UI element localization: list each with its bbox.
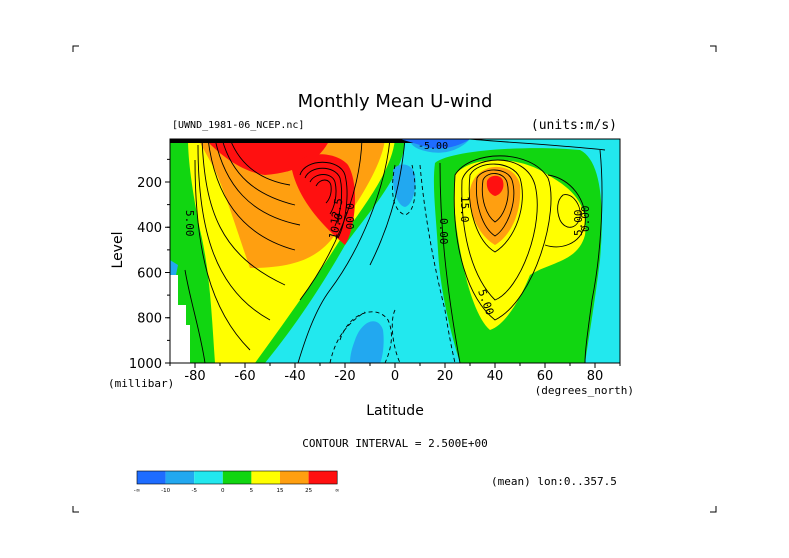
- contour-label: -5.00: [418, 141, 448, 152]
- contour-label: 0.00: [343, 203, 356, 230]
- plot-area: [169, 138, 621, 364]
- footer-note: (mean) lon:0..357.5: [491, 475, 617, 488]
- x-tick-label: 60: [537, 369, 554, 384]
- dataset-label: [UWND_1981-06_NCEP.nc]: [172, 120, 304, 131]
- colorbar-label: -∞: [134, 488, 141, 494]
- y-tick-label: 800: [137, 312, 162, 327]
- x-tick-label: 20: [437, 369, 454, 384]
- y-axis-units: (millibar): [108, 377, 174, 390]
- y-axis-title: Level: [110, 232, 126, 269]
- x-axis-units: (degrees_north): [535, 384, 634, 397]
- contour-lines: [184, 139, 606, 363]
- contour-label: 0.00: [437, 218, 450, 245]
- colorbar-frame: [136, 470, 338, 485]
- contour-fills: [170, 139, 620, 363]
- colorbar-label: 15: [277, 488, 284, 494]
- colorbar-label: 5: [250, 488, 254, 494]
- contour-label: 5.00: [183, 210, 196, 237]
- colorbar-label: ∞: [335, 488, 340, 494]
- colorbar-label: 0: [221, 488, 225, 494]
- colorbar-swatch: [222, 471, 252, 484]
- colorbar-swatch: [280, 471, 309, 484]
- y-tick-label: 600: [137, 266, 162, 281]
- x-tick-label: -20: [334, 369, 355, 384]
- x-axis: -80 -60 -40 -20 0 20 40 60 80: [169, 363, 621, 384]
- upper-stripe: [170, 139, 470, 149]
- crop-marks: [72, 45, 717, 513]
- colorbar-swatch: [251, 471, 280, 484]
- contour-label: 15.0: [458, 196, 471, 223]
- x-tick-label: -60: [234, 369, 255, 384]
- x-tick-label: -80: [184, 369, 205, 384]
- colorbar-label: 25: [305, 488, 312, 494]
- x-tick-label: -40: [284, 369, 305, 384]
- y-axis: 200 400 600 800 1000: [129, 158, 170, 372]
- contour-label: 0.00: [579, 206, 592, 233]
- units-label: (units:m/s): [531, 118, 617, 133]
- x-axis-title: Latitude: [366, 403, 424, 419]
- chart-title: Monthly Mean U-wind: [298, 91, 493, 112]
- contour-interval-text: CONTOUR INTERVAL = 2.500E+00: [302, 437, 487, 450]
- y-tick-label: 400: [137, 221, 162, 236]
- colorbar-label: -5: [191, 488, 197, 494]
- x-tick-label: 80: [587, 369, 604, 384]
- colorbar: -∞ -10 -5 0 5 15 25 ∞: [134, 470, 340, 494]
- colorbar-swatch: [308, 471, 338, 484]
- colorbar-swatch: [194, 471, 223, 484]
- colorbar-label: -10: [161, 488, 170, 494]
- x-tick-label: 40: [487, 369, 504, 384]
- x-tick-label: 0: [391, 369, 399, 384]
- colorbar-swatch: [165, 471, 195, 484]
- contour-label: 12.5: [328, 197, 345, 225]
- contour-label: 5.00: [572, 210, 585, 237]
- y-tick-label: 1000: [129, 357, 162, 372]
- colorbar-swatch: [137, 471, 166, 484]
- y-tick-label: 200: [137, 176, 162, 191]
